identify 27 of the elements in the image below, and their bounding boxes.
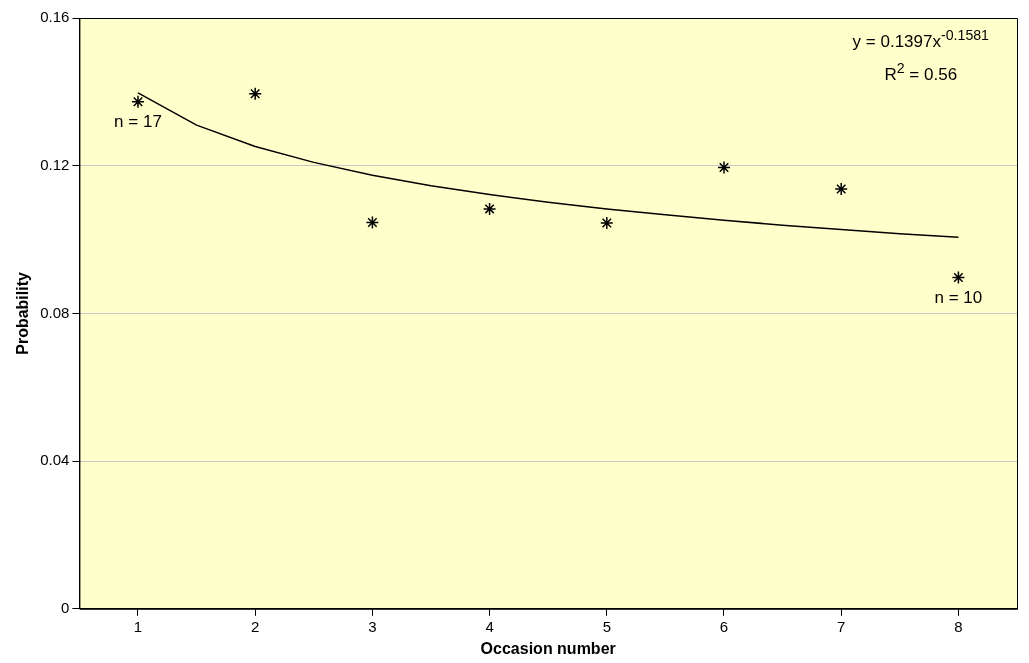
x-tick-label: 6 <box>719 617 729 635</box>
y-axis-title: Probability <box>14 271 32 355</box>
x-tick-label: 5 <box>602 617 611 635</box>
point <box>131 95 145 109</box>
point <box>482 202 497 216</box>
point <box>248 86 262 101</box>
annotation: y = 0.1397x$^{-0.1581}$ <box>852 26 989 53</box>
point <box>717 160 731 175</box>
y-tick-label: 0.16 <box>40 8 70 26</box>
annotation: n = 10 <box>934 287 983 307</box>
point <box>365 215 380 230</box>
point <box>834 182 848 196</box>
x-axis-title: Occasion number <box>480 639 616 657</box>
x-tick-label: 7 <box>837 617 846 635</box>
y-tick-label: 0.12 <box>40 155 70 173</box>
annotation: R$^{2}$ = 0.56 <box>883 58 959 86</box>
x-tick-label: 8 <box>954 617 963 635</box>
x-tick-label: 1 <box>133 617 143 635</box>
x-tick-label: 4 <box>485 617 494 635</box>
x-tick-label: 3 <box>368 617 377 635</box>
y-tick-label: 0.08 <box>40 303 70 321</box>
annotation: n = 17 <box>114 112 162 132</box>
x-tick-label: 2 <box>251 617 260 635</box>
point <box>600 216 614 230</box>
y-tick-label: 0 <box>61 598 70 616</box>
y-tick-label: 0.04 <box>40 451 70 469</box>
point <box>951 270 966 285</box>
